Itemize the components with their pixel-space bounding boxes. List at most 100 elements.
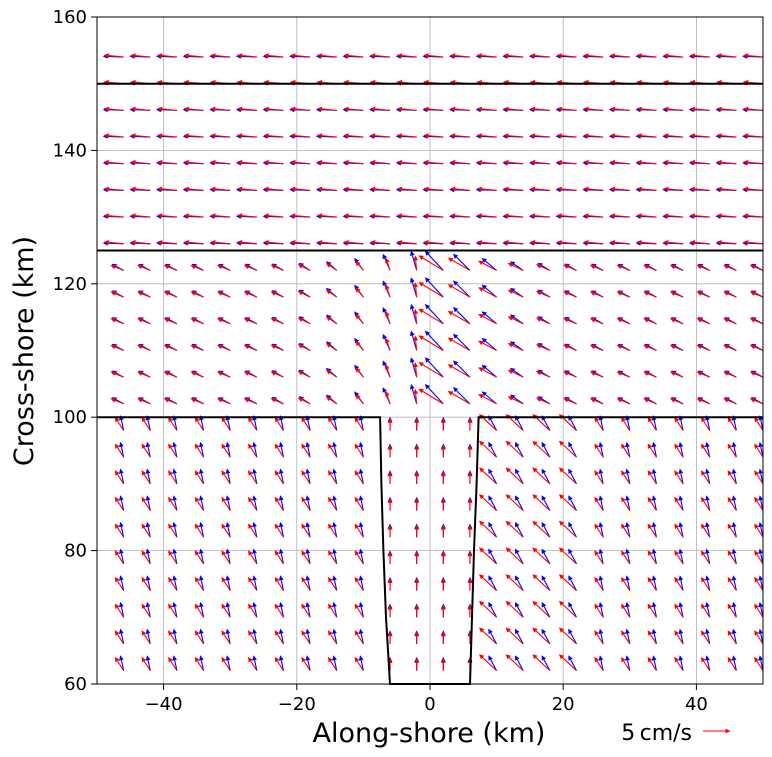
arrow-red-head	[450, 159, 456, 165]
arrow-blue-head	[305, 575, 311, 581]
arrow-red-shaft	[321, 188, 337, 191]
arrow-red	[674, 550, 684, 565]
arrow-red-head	[343, 159, 349, 165]
arrow-red	[716, 186, 737, 192]
arrow-red-head	[716, 186, 722, 192]
arrow-red-head	[343, 240, 349, 245]
arrow-red	[297, 317, 311, 325]
arrow-red	[221, 656, 231, 671]
arrow-blue-head	[252, 441, 257, 448]
arrow-red	[157, 240, 177, 245]
arrow-red-head	[532, 574, 538, 580]
arrow-blue	[119, 521, 125, 538]
arrow-red-head	[447, 364, 454, 369]
arrow-blue-head	[598, 495, 604, 501]
arrow-blue	[651, 548, 657, 565]
arrow-red-head	[274, 523, 280, 529]
arrow-red-head	[743, 53, 749, 58]
arrow-red	[396, 133, 417, 138]
arrow-blue	[651, 441, 657, 458]
arrow-red	[479, 600, 497, 618]
arrow-blue-head	[354, 364, 360, 371]
arrow-red-head	[163, 318, 170, 323]
arrow-blue-head	[731, 628, 737, 634]
arrow-red-head	[414, 524, 420, 530]
arrow-blue-shaft	[627, 473, 631, 485]
arrow-red	[290, 186, 311, 192]
arrow-red-head	[594, 496, 600, 503]
arrow-blue-shaft	[653, 660, 657, 671]
arrow-red-head	[535, 370, 542, 376]
arrow-red-shaft	[375, 215, 391, 218]
arrow-red-head	[290, 240, 296, 245]
arrow-red-head	[647, 443, 653, 449]
arrow-blue-shaft	[227, 419, 231, 431]
arrow-red-head	[467, 524, 473, 530]
arrow-blue	[332, 441, 338, 458]
arrow-red-shaft	[196, 607, 205, 618]
arrow-red	[727, 603, 737, 618]
arrow-red-head	[647, 470, 653, 476]
arrow-blue	[225, 628, 231, 645]
arrow-red-head	[696, 344, 703, 350]
arrow-red	[723, 344, 737, 352]
arrow-red-shaft	[358, 397, 364, 405]
arrow-blue-shaft	[147, 526, 151, 538]
arrow-blue-head	[119, 521, 124, 528]
arrow-red	[558, 467, 577, 485]
arrow-red	[558, 627, 577, 645]
arrow-red	[114, 443, 125, 458]
arrow-red-shaft	[511, 264, 524, 271]
arrow-red-head	[274, 603, 280, 610]
arrow-red-shaft	[215, 135, 231, 138]
arrow-red	[610, 159, 630, 165]
arrow-blue-head	[145, 468, 151, 474]
arrow-red-head	[594, 550, 600, 556]
arrow-red-head	[610, 186, 616, 192]
arrow-red-head	[754, 630, 759, 636]
arrow-blue-shaft	[653, 526, 657, 538]
arrow-red	[716, 213, 737, 218]
arrow-red-shaft	[375, 135, 391, 138]
arrow-red-head	[290, 106, 296, 112]
arrow-red-head	[749, 371, 756, 376]
arrow-red	[476, 213, 497, 218]
arrow-red	[290, 213, 311, 218]
arrow-red	[387, 444, 393, 458]
arrow-red-head	[413, 282, 419, 288]
arrow-red-head	[217, 344, 223, 350]
arrow-red-shaft	[754, 399, 764, 405]
arrow-red	[503, 213, 524, 218]
x-tick-label: −40	[145, 694, 183, 715]
arrow-red-head	[243, 291, 250, 296]
arrow-red-shaft	[241, 188, 257, 191]
arrow-blue-head	[225, 548, 231, 554]
arrow-red-shaft	[301, 346, 311, 351]
arrow-blue-shaft	[147, 499, 151, 511]
arrow-blue	[678, 628, 684, 645]
arrow-red-head	[157, 186, 163, 192]
arrow-blue	[424, 250, 444, 271]
arrow-red-shaft	[108, 135, 124, 138]
arrow-red	[297, 371, 311, 378]
arrow-red	[114, 470, 125, 485]
arrow-blue	[541, 655, 551, 671]
arrow-blue-shaft	[733, 660, 737, 671]
arrow-red-head	[556, 53, 562, 58]
arrow-red	[163, 264, 178, 271]
arrow-red	[343, 133, 364, 138]
arrow-red	[647, 496, 657, 511]
arrow-red-shaft	[729, 634, 737, 645]
arrow-red-head	[423, 213, 429, 218]
arrow-blue-shaft	[120, 473, 125, 485]
arrow-blue-shaft	[227, 473, 231, 485]
arrow-red-head	[743, 213, 749, 218]
arrow-blue	[488, 628, 498, 645]
arrow-blue-shaft	[490, 445, 498, 458]
x-tick-label: 20	[552, 694, 575, 715]
arrow-red	[157, 186, 177, 192]
arrow-blue-head	[410, 277, 415, 283]
arrow-red-head	[270, 371, 276, 376]
arrow-red-head	[237, 159, 243, 165]
arrow-red-shaft	[754, 373, 764, 378]
